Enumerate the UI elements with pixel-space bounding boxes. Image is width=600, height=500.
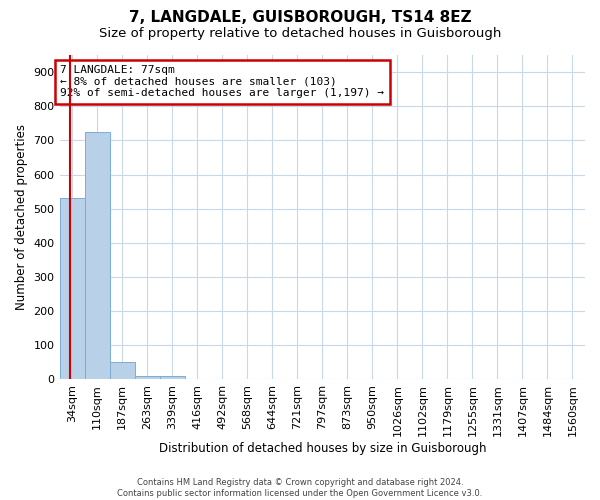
- Bar: [59, 198, 85, 380]
- Bar: [110, 362, 134, 380]
- Text: Contains HM Land Registry data © Crown copyright and database right 2024.
Contai: Contains HM Land Registry data © Crown c…: [118, 478, 482, 498]
- Text: 7 LANGDALE: 77sqm
← 8% of detached houses are smaller (103)
92% of semi-detached: 7 LANGDALE: 77sqm ← 8% of detached house…: [60, 65, 384, 98]
- Text: Size of property relative to detached houses in Guisborough: Size of property relative to detached ho…: [99, 28, 501, 40]
- Bar: [134, 376, 160, 380]
- Bar: [160, 376, 185, 380]
- Text: 7, LANGDALE, GUISBOROUGH, TS14 8EZ: 7, LANGDALE, GUISBOROUGH, TS14 8EZ: [128, 10, 472, 25]
- Y-axis label: Number of detached properties: Number of detached properties: [15, 124, 28, 310]
- X-axis label: Distribution of detached houses by size in Guisborough: Distribution of detached houses by size …: [158, 442, 486, 455]
- Bar: [85, 132, 110, 380]
